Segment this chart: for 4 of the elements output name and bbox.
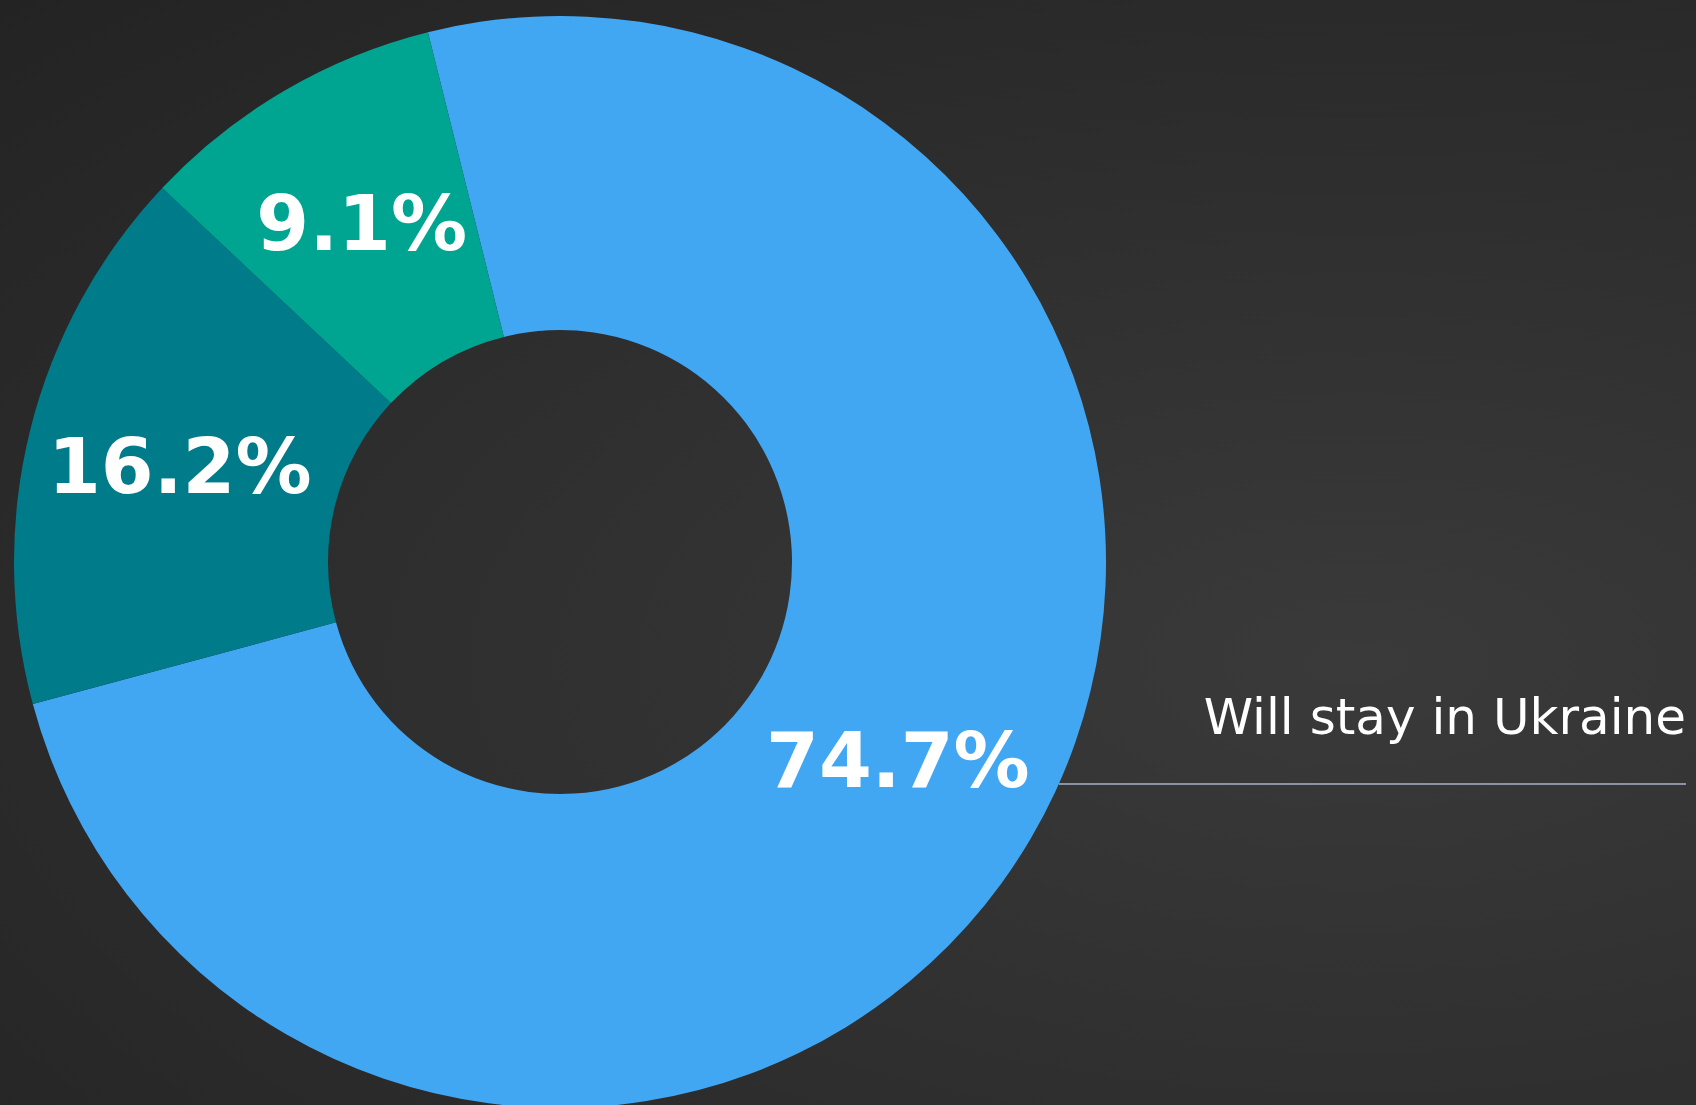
data-label: 16.2% bbox=[47, 422, 312, 512]
slice-label: Will stay in Ukraine bbox=[1203, 688, 1686, 747]
data-label: 9.1% bbox=[256, 179, 468, 269]
data-label: 74.7% bbox=[766, 716, 1030, 806]
